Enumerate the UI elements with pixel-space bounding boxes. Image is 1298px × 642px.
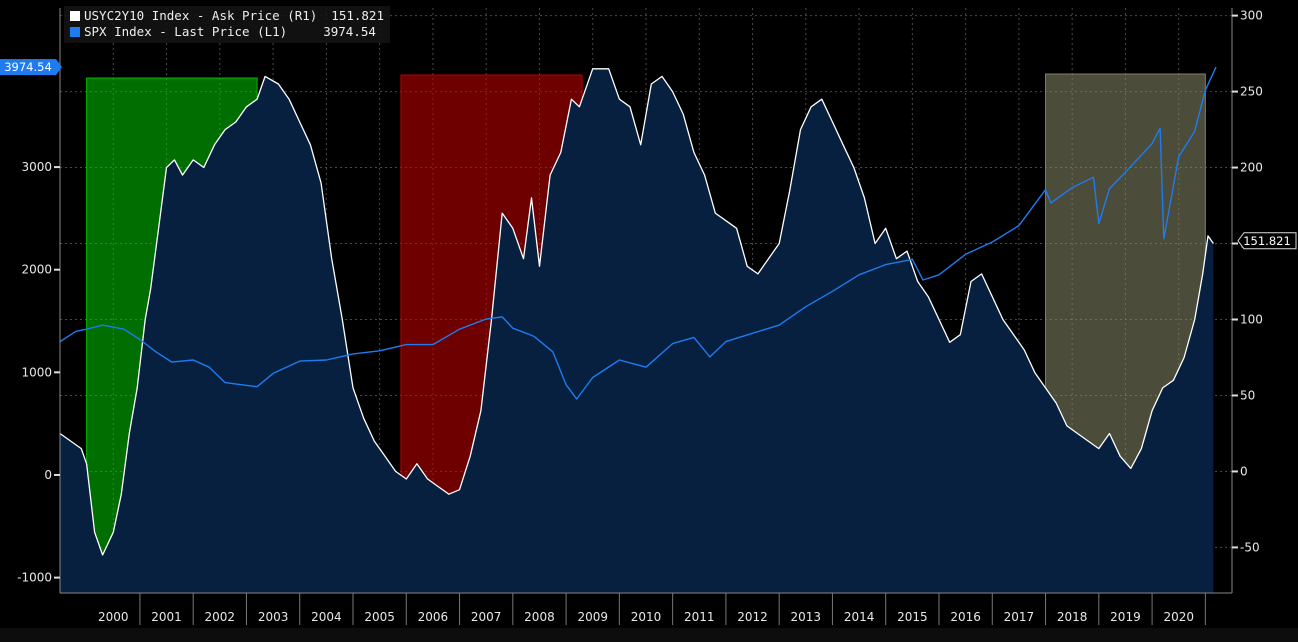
x-tick-label: 2005 xyxy=(364,610,395,624)
x-axis-ticks: 2000 2001 2002 2003 2004 2005 2006 2007 2008 2009… xyxy=(98,593,1206,625)
x-tick-label: 2008 xyxy=(524,610,555,624)
x-tick-label: 2015 xyxy=(897,610,928,624)
x-tick-label: 2019 xyxy=(1110,610,1141,624)
right-tick-label: -50 xyxy=(1240,540,1260,554)
x-tick-label: 2010 xyxy=(631,610,662,624)
x-tick-label: 2001 xyxy=(151,610,182,624)
legend-swatch-spx xyxy=(70,27,80,37)
spx-last-value-pointer xyxy=(56,59,62,76)
x-tick-label: 2014 xyxy=(844,610,875,624)
x-tick-label: 2012 xyxy=(737,610,768,624)
right-tick-label: 50 xyxy=(1240,388,1255,402)
yield-curve-fill xyxy=(60,68,1214,594)
spx-last-value-tag xyxy=(0,59,56,76)
left-tick-label: 3000 xyxy=(21,160,52,174)
last-value-tags: 3974.54 151.821 xyxy=(0,59,1297,250)
right-tick-label: 250 xyxy=(1240,85,1263,99)
x-tick-label: 2006 xyxy=(418,610,449,624)
chart-legend: USYC2Y10 Index - Ask Price (R1) 151.821 … xyxy=(64,6,390,43)
x-tick-label: 2017 xyxy=(1004,610,1035,624)
yield-last-value-label: 151.821 xyxy=(1243,234,1291,248)
series-line-spx xyxy=(59,66,1217,400)
x-tick-label: 2011 xyxy=(684,610,715,624)
left-tick-label: -1000 xyxy=(17,571,52,585)
yield-curve-area xyxy=(60,68,1214,594)
axes xyxy=(0,8,1298,642)
left-tick-label: 0 xyxy=(44,468,52,482)
legend-swatch-usyc2y10 xyxy=(70,11,80,21)
x-tick-label: 2016 xyxy=(950,610,981,624)
spx-last-value-label: 3974.54 xyxy=(4,60,52,74)
legend-entry-spx: SPX Index - Last Price (L1) 3974.54 xyxy=(70,24,384,40)
legend-label-usyc2y10: USYC2Y10 Index - Ask Price (R1) xyxy=(84,8,318,23)
x-tick-label: 2009 xyxy=(577,610,608,624)
x-tick-label: 2004 xyxy=(311,610,342,624)
right-tick-label: 300 xyxy=(1240,9,1263,23)
x-tick-label: 2007 xyxy=(471,610,502,624)
bottom-strip xyxy=(0,628,1298,642)
x-tick-label: 2000 xyxy=(98,610,129,624)
x-tick-label: 2018 xyxy=(1057,610,1088,624)
right-tick-label: 200 xyxy=(1240,161,1263,175)
legend-value-spx: 3974.54 xyxy=(323,24,376,39)
series-lines xyxy=(59,66,1217,556)
x-tick-label: 2013 xyxy=(791,610,822,624)
x-tick-label: 2003 xyxy=(258,610,289,624)
legend-value-usyc2y10: 151.821 xyxy=(331,8,384,23)
legend-label-spx: SPX Index - Last Price (L1) xyxy=(84,24,288,39)
series-line-usyc2y10 xyxy=(59,68,1214,556)
right-tick-label: 0 xyxy=(1240,464,1248,478)
x-tick-label: 2002 xyxy=(205,610,236,624)
legend-entry-usyc2y10: USYC2Y10 Index - Ask Price (R1) 151.821 xyxy=(70,8,384,24)
right-tick-label: 100 xyxy=(1240,312,1263,326)
x-tick-label: 2020 xyxy=(1163,610,1194,624)
left-axis-ticks: -1000 0 1000 2000 3000 xyxy=(17,160,60,585)
left-tick-label: 1000 xyxy=(21,365,52,379)
left-tick-label: 2000 xyxy=(21,263,52,277)
yield-last-value-tag xyxy=(1237,232,1297,250)
